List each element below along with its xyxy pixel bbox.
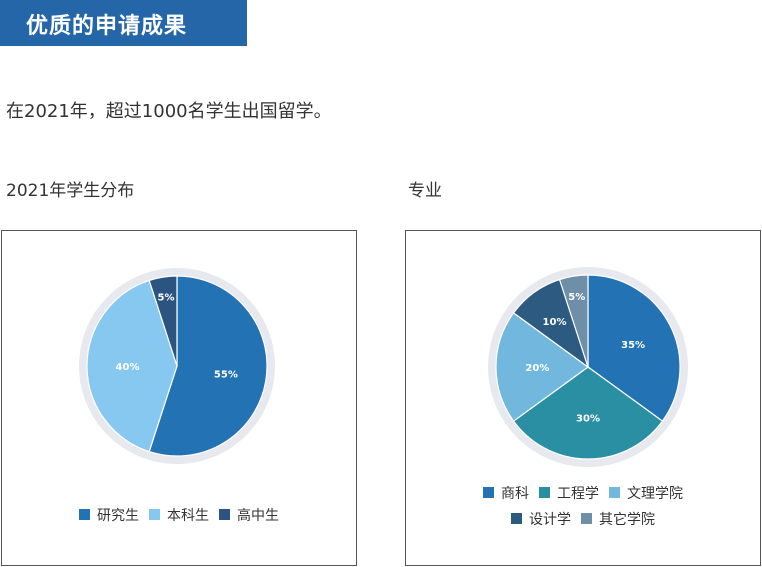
legend-label: 商科 [501, 486, 529, 502]
chart-title-students: 2021年学生分布 [6, 181, 135, 201]
student-distribution-panel: 55% 40% 5% 研究生 本科生 高中生 [1, 230, 357, 566]
pie-slice-a [587, 274, 681, 422]
legend-item: 工程学 [539, 483, 599, 503]
legend-row: 研究生 本科生 高中生 [2, 505, 356, 525]
pie-label-e: 5% [568, 292, 585, 303]
legend-label: 高中生 [237, 508, 279, 524]
intro-text: 在2021年，超过1000名学生出国留学。 [6, 101, 332, 122]
pie-label-b: 40% [116, 362, 140, 373]
pie-label-a: 35% [621, 340, 645, 351]
legend-label: 其它学院 [599, 512, 655, 528]
pie-slice-b [512, 366, 664, 460]
pie-label-b: 30% [576, 414, 600, 425]
legend-swatch [79, 509, 90, 520]
legend-label: 本科生 [167, 508, 209, 524]
legend-label: 文理学院 [627, 486, 683, 502]
chart-title-majors: 专业 [408, 181, 442, 201]
legend-swatch [581, 513, 592, 524]
pie-slice-c [495, 312, 590, 422]
legend-swatch [511, 513, 522, 524]
legend-swatch [149, 509, 160, 520]
legend-label: 工程学 [557, 486, 599, 502]
pie-chart-1: 35% 30% 20% 10% 5% [488, 267, 688, 467]
legend-swatch [609, 487, 620, 498]
page-title: 优质的申请成果 [26, 14, 188, 39]
legend-item: 高中生 [219, 505, 279, 525]
legend-label: 设计学 [529, 512, 571, 528]
legend-swatch [539, 487, 550, 498]
pie-slice-c [148, 275, 178, 367]
pie-slice-a [148, 275, 268, 457]
legend-label: 研究生 [97, 508, 139, 524]
legend-item: 文理学院 [609, 483, 683, 503]
legend-row: 设计学 其它学院 [406, 509, 760, 529]
legend-swatch [483, 487, 494, 498]
pie-label-a: 55% [214, 370, 238, 381]
legend-row: 商科 工程学 文理学院 [406, 483, 760, 503]
pie-chart-0: 55% 40% 5% [79, 268, 275, 464]
major-distribution-panel: 35% 30% 20% 10% 5% 商科 工程学 文理学院设计学 其它学院 [405, 230, 761, 566]
legend-item: 研究生 [79, 505, 139, 525]
legend-item: 设计学 [511, 509, 571, 529]
pie-slice-e [558, 274, 589, 368]
legend-item: 其它学院 [581, 509, 655, 529]
pie-label-c: 20% [525, 363, 549, 374]
header-banner: 优质的申请成果 [0, 0, 247, 46]
legend-item: 商科 [483, 483, 529, 503]
legend-item: 本科生 [149, 505, 209, 525]
pie-label-c: 5% [158, 293, 175, 304]
legend-swatch [219, 509, 230, 520]
pie-slice-b [86, 279, 178, 453]
pie-label-d: 10% [543, 317, 567, 328]
